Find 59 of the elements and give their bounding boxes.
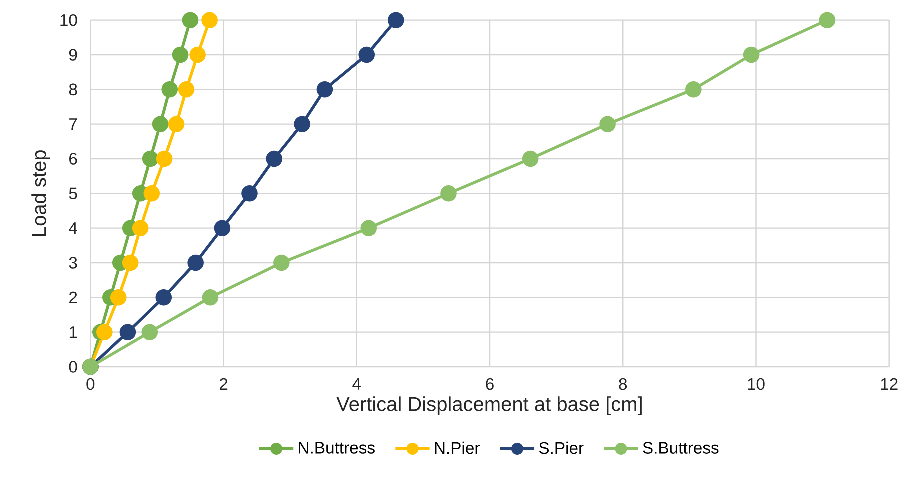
y-tick-label: 0 [69, 361, 78, 373]
legend-label: S.Pier [539, 442, 584, 454]
x-tick-label: 0 [86, 378, 95, 390]
point [144, 186, 160, 202]
point [156, 150, 173, 168]
point [142, 324, 158, 340]
point [242, 186, 258, 202]
legend-label: N.Buttress [299, 442, 375, 454]
point [156, 290, 172, 306]
y-tick-label: 9 [69, 49, 78, 61]
point [110, 290, 127, 306]
point [388, 12, 404, 28]
x-tick-label: 6 [486, 378, 494, 390]
y-axis-title: Load step [32, 150, 50, 236]
y-tick-label: 7 [70, 118, 78, 130]
point [122, 254, 139, 272]
y-tick-label: 1 [70, 326, 78, 338]
point [686, 82, 702, 98]
x-tick-label: 12 [881, 378, 898, 390]
point [214, 220, 231, 236]
y-tick-label: 8 [69, 84, 78, 96]
y-tick-label: 5 [69, 188, 78, 200]
x-tick-label: 10 [748, 378, 765, 390]
point [294, 116, 310, 132]
point [600, 116, 616, 132]
point [142, 150, 159, 168]
point [358, 46, 376, 64]
x-axis-title: Vertical Displacement at base [cm] [336, 396, 642, 416]
y-tick-label: 2 [70, 292, 78, 304]
legend-label: S.Buttress [643, 442, 719, 454]
y-tick-label: 3 [69, 257, 78, 269]
point [132, 220, 149, 236]
y-tick-label: 10 [60, 14, 78, 26]
point [360, 220, 378, 236]
point [120, 324, 136, 340]
x-tick-label: 8 [619, 378, 628, 390]
point [316, 82, 334, 98]
point [202, 290, 219, 306]
point [819, 12, 836, 28]
point [172, 46, 189, 64]
point [182, 12, 199, 28]
x-tick-label: 2 [220, 378, 228, 390]
y-tick-label: 6 [70, 153, 78, 165]
point [274, 254, 290, 272]
point [168, 116, 185, 132]
point [178, 82, 195, 98]
point [522, 150, 539, 168]
point [190, 46, 206, 64]
point [202, 12, 218, 28]
point [266, 150, 282, 168]
x-tick-label: 4 [352, 378, 362, 390]
point [188, 254, 204, 272]
point [162, 82, 178, 98]
y-tick-label: 4 [69, 222, 78, 234]
point [152, 116, 169, 132]
legend-label: N.Pier [435, 442, 480, 454]
point [743, 46, 760, 64]
point [440, 186, 457, 202]
point [96, 324, 113, 340]
